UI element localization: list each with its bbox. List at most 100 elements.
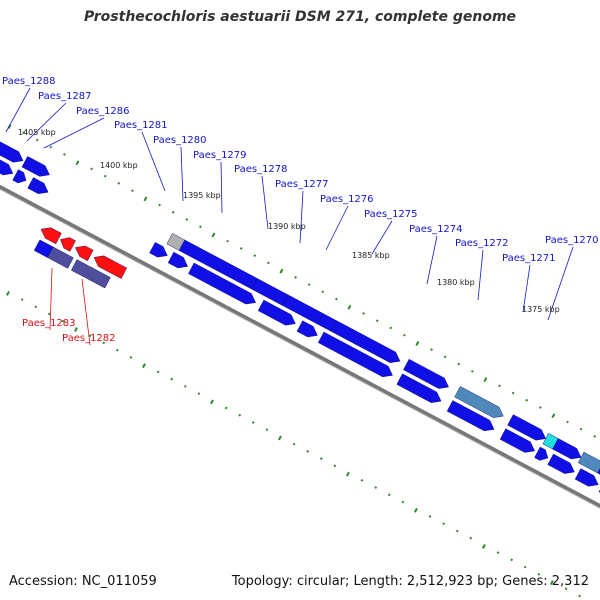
tick-mark [428, 515, 432, 518]
label-leader-line [43, 117, 105, 149]
gene-feature [296, 320, 318, 338]
tick-mark [346, 471, 350, 477]
gene-label: Paes_1282 [62, 333, 116, 344]
tick-mark [389, 326, 393, 330]
label-leader-lines [5, 87, 574, 346]
gene-label: Paes_1276 [320, 194, 374, 205]
tick-mark [253, 254, 257, 258]
tick-mark [22, 131, 25, 135]
tick-mark [593, 435, 597, 438]
tick-mark [7, 124, 12, 129]
tick-mark [61, 319, 65, 323]
kbp-label: 1400 kbp [100, 161, 138, 170]
label-leader-line [325, 205, 349, 251]
tick-mark [210, 399, 214, 405]
gene-feature [60, 237, 76, 252]
tick-mark [374, 486, 378, 489]
tick-mark [306, 450, 310, 453]
tick-mark [335, 297, 338, 301]
gene-feature [93, 255, 128, 279]
gene-feature [317, 331, 393, 378]
tick-mark [538, 406, 542, 409]
kbp-label: 1380 kbp [437, 278, 475, 287]
tick-mark [47, 312, 51, 316]
tick-mark [279, 268, 284, 274]
tick-mark [35, 138, 39, 142]
gene-feature [446, 400, 495, 432]
tick-mark [578, 594, 581, 598]
gene-label: Paes_1279 [193, 150, 247, 161]
label-leader-line [5, 87, 31, 133]
tick-mark [525, 398, 529, 402]
tick-mark [481, 544, 486, 549]
tick-mark [238, 413, 242, 417]
tick-mark [375, 319, 379, 323]
accession-text: Accession: NC_011059 [9, 574, 157, 589]
gene-feature [40, 227, 62, 245]
tick-mark [292, 442, 296, 446]
tick-mark [156, 370, 160, 374]
tick-mark [90, 167, 93, 171]
gene-feature [188, 262, 256, 305]
gene-feature [507, 414, 547, 441]
tick-mark [211, 232, 216, 238]
gene-label: Paes_1278 [234, 164, 288, 175]
tick-mark [333, 464, 337, 468]
label-leader-line [477, 249, 484, 301]
tick-mark [403, 333, 406, 337]
gene-feature [597, 468, 600, 475]
tick-mark [185, 218, 189, 221]
gene-label: Paes_1281 [114, 120, 168, 131]
tick-mark [294, 275, 297, 279]
label-leader-line [220, 161, 223, 214]
tick-mark [566, 420, 569, 424]
tick-mark [523, 565, 527, 569]
gene-feature [75, 245, 94, 262]
gene-label: Paes_1286 [76, 106, 130, 117]
tick-mark [360, 478, 364, 482]
gene-feature [47, 246, 74, 269]
gene-feature [499, 428, 535, 453]
tick-mark [129, 356, 133, 359]
gene-features [0, 141, 600, 493]
tick-mark [430, 348, 433, 351]
tick-mark [115, 348, 119, 352]
gene-feature [574, 468, 599, 487]
gene-feature [257, 299, 296, 326]
gene-feature [12, 169, 27, 184]
label-leader-line [49, 267, 53, 331]
tick-mark [183, 384, 187, 388]
gene-label: Paes_1277 [275, 179, 329, 190]
tick-mark [143, 196, 148, 202]
tick-mark [131, 189, 134, 192]
tick-mark [579, 427, 583, 431]
gene-label: Paes_1274 [409, 224, 463, 235]
gene-feature [454, 386, 504, 418]
gene-feature [534, 446, 549, 461]
gene-feature [0, 141, 24, 163]
backbone-highlight [0, 188, 600, 509]
tick-mark [6, 290, 10, 296]
tick-mark [278, 435, 282, 441]
gene-label: Paes_1271 [502, 253, 556, 264]
tick-mark [74, 327, 78, 332]
tick-mark [88, 334, 92, 338]
tick-mark [551, 413, 556, 419]
label-leader-line [371, 220, 393, 255]
tick-mark [455, 529, 459, 533]
genome-summary-text: Topology: circular; Length: 2,512,923 bp… [231, 574, 589, 589]
label-leader-line [547, 246, 574, 321]
tick-mark [442, 522, 446, 526]
tick-mark [142, 363, 146, 369]
tick-mark [457, 362, 461, 366]
label-leader-line [26, 102, 67, 142]
tick-mark [549, 580, 554, 586]
gene-feature [167, 251, 188, 269]
gene-feature [403, 358, 449, 389]
tick-mark [498, 384, 501, 388]
tick-mark [469, 536, 473, 540]
tick-mark [470, 369, 474, 373]
backbone-line [0, 184, 600, 509]
tick-mark [197, 392, 201, 395]
